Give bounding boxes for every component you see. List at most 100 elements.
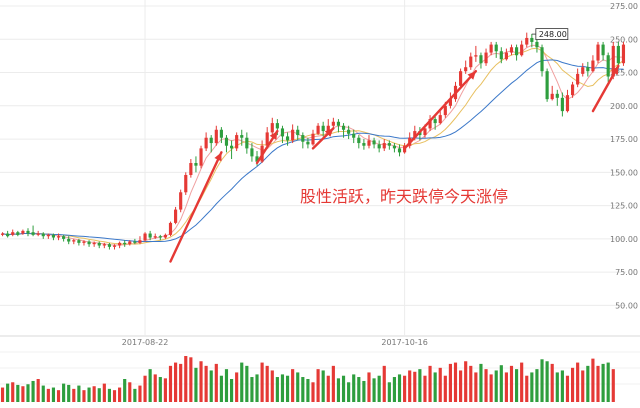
candle [387, 140, 391, 150]
volume-bar [372, 378, 376, 402]
volume-bar [102, 383, 106, 402]
volume-bar [535, 369, 539, 402]
y-tick-label: 100.00 [610, 235, 638, 244]
volume-bar [525, 375, 529, 402]
last-value-text: 248.00 [539, 30, 567, 39]
candle [204, 132, 208, 152]
grid-lines [0, 0, 640, 337]
volume-bar [112, 390, 117, 402]
candle [133, 238, 137, 245]
trend-arrow [255, 129, 279, 165]
volume-bar [21, 386, 25, 402]
volume-bar [596, 365, 600, 402]
candle [0, 232, 5, 237]
volume-bar [224, 369, 229, 402]
volume-bar [576, 362, 580, 402]
candle [306, 137, 310, 149]
candle [367, 135, 371, 149]
volume-bar [92, 386, 96, 402]
volume-bar [443, 375, 447, 402]
volume-bar [219, 375, 223, 402]
volume-bar [326, 375, 330, 402]
candle [479, 52, 483, 69]
volume-bar [367, 372, 371, 402]
candle [158, 234, 162, 241]
candle [184, 172, 188, 195]
candlesticks [0, 32, 626, 250]
candle [6, 230, 10, 238]
volume-bar [179, 363, 183, 402]
candle [331, 117, 335, 129]
volume-bar [265, 365, 269, 402]
candle [31, 225, 35, 237]
volume-bar [408, 370, 412, 402]
volume-bar [489, 374, 493, 402]
volume-bar [285, 375, 290, 402]
volume-bar [474, 372, 478, 402]
candle [67, 236, 71, 245]
y-tick-label: 225.00 [610, 69, 638, 78]
volume-grid [0, 351, 640, 385]
volume-bar [133, 388, 137, 402]
volume-bar [62, 383, 66, 402]
candle [26, 228, 30, 237]
volume-bar [158, 377, 162, 402]
volume-bar [392, 377, 397, 402]
candle [586, 61, 590, 77]
candle [301, 132, 305, 149]
y-tick-label: 175.00 [610, 135, 638, 144]
candle [576, 68, 580, 88]
volume-bar [118, 387, 122, 402]
candle [494, 41, 498, 58]
candle [229, 140, 234, 160]
volume-bar [51, 387, 56, 402]
volume-bar [163, 378, 167, 402]
candle [11, 229, 15, 237]
candle [489, 41, 493, 56]
volume-bar [484, 369, 488, 402]
candle [118, 241, 122, 249]
candle [51, 233, 56, 241]
candle [336, 119, 341, 133]
volume-bar [128, 382, 132, 402]
candle [240, 129, 244, 146]
volume-bar [0, 387, 5, 402]
volume-bar [453, 362, 458, 402]
candle [107, 242, 112, 250]
last-value-label: 248.00 [535, 28, 569, 41]
y-tick-label: 75.00 [615, 268, 638, 277]
candle [499, 47, 503, 64]
volume-bar [214, 363, 218, 402]
candle [591, 55, 595, 73]
candle [189, 159, 193, 178]
volume-bar [316, 369, 320, 402]
volume-bar [11, 382, 15, 402]
candle [601, 41, 605, 61]
candle [596, 41, 600, 64]
volume-bar [601, 363, 605, 402]
volume-bar [550, 363, 554, 402]
candle [138, 236, 142, 245]
volume-bar [229, 379, 234, 402]
volume-bar [209, 370, 213, 402]
candle [97, 241, 101, 249]
candle [311, 129, 315, 146]
candle [520, 40, 524, 57]
candle [509, 44, 514, 56]
candle [459, 68, 463, 89]
volume-bar [67, 384, 71, 402]
volume-bar [565, 375, 570, 402]
candle [92, 241, 96, 247]
volume-bar [31, 380, 35, 402]
volume-bar [448, 363, 452, 402]
candle [530, 33, 534, 48]
volume-bar [570, 367, 575, 402]
volume-bar [194, 367, 198, 402]
volume-bar [275, 377, 279, 402]
candle [484, 48, 488, 66]
candle [382, 139, 386, 152]
volume-bar [41, 385, 45, 402]
y-tick-label: 275.00 [610, 2, 638, 11]
candle [545, 68, 549, 102]
